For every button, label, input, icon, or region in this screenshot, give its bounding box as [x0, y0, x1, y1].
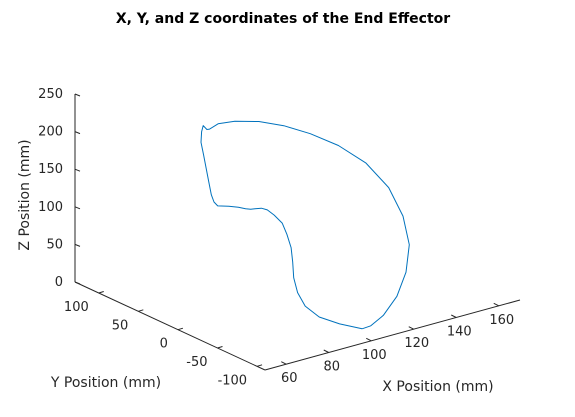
y-tick-label: -50 — [186, 355, 207, 370]
x-axis-label: X Position (mm) — [382, 379, 493, 395]
y-tick-mark — [256, 364, 263, 367]
z-tick-label: 100 — [38, 200, 63, 215]
y-tick-mark — [98, 291, 104, 294]
z-tick-label: 200 — [38, 125, 63, 140]
y-tick-label: 100 — [64, 300, 89, 315]
x-tick-mark — [451, 314, 457, 318]
y-axis-ticks: -100 -50 0 50 100 — [64, 291, 263, 388]
x-tick-mark — [323, 349, 329, 353]
z-tick-mark — [74, 131, 81, 135]
y-tick-label: 50 — [112, 318, 129, 333]
y-tick-mark — [138, 309, 144, 312]
x-tick-label: 60 — [281, 371, 298, 386]
z-tick-mark — [74, 243, 81, 247]
z-axis-ticks: 0 50 100 150 200 250 — [38, 87, 81, 290]
y-tick-label: -100 — [218, 373, 248, 388]
z-tick-mark — [74, 206, 81, 210]
x-tick-label: 140 — [447, 325, 472, 340]
z-axis-label: Z Position (mm) — [17, 139, 33, 250]
y-axis-label: Y Position (mm) — [50, 375, 161, 391]
x-tick-mark — [281, 361, 287, 365]
x-tick-label: 160 — [489, 313, 514, 328]
z-tick-label: 250 — [38, 87, 63, 102]
y-tick-mark — [177, 327, 184, 331]
y-tick-mark — [217, 346, 223, 349]
x-tick-label: 80 — [323, 360, 340, 375]
end-effector-trajectory-line — [200, 120, 410, 330]
z-tick-mark — [74, 93, 81, 97]
y-axis-line — [74, 281, 266, 371]
x-tick-label: 100 — [362, 348, 387, 363]
x-tick-mark — [493, 302, 499, 307]
z-tick-label: 50 — [46, 237, 63, 252]
x-tick-label: 120 — [404, 336, 429, 351]
x-axis-ticks: 60 80 100 120 140 160 — [281, 302, 514, 386]
y-tick-label: 0 — [160, 337, 168, 352]
z-tick-mark — [74, 168, 81, 172]
x-tick-mark — [366, 337, 372, 342]
x-tick-mark — [408, 326, 414, 330]
z-tick-label: 0 — [55, 275, 63, 290]
z-tick-label: 150 — [38, 162, 63, 177]
x-axis-line — [264, 299, 521, 371]
chart-title: X, Y, and Z coordinates of the End Effec… — [116, 11, 450, 27]
